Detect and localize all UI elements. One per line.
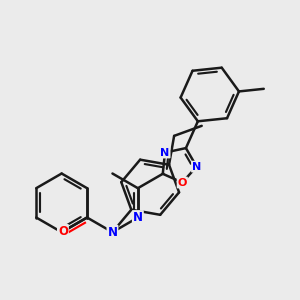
Text: O: O (178, 178, 187, 188)
Text: N: N (133, 211, 143, 224)
Text: N: N (107, 226, 118, 239)
Text: N: N (160, 148, 169, 158)
Text: N: N (192, 162, 201, 172)
Text: O: O (58, 225, 68, 238)
